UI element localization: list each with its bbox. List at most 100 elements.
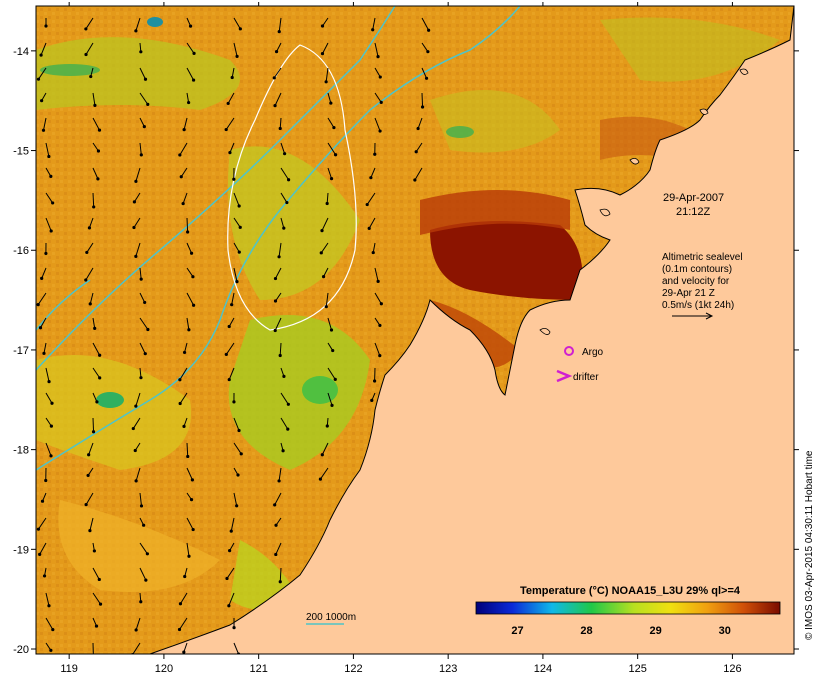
velocity-arrow <box>228 367 235 380</box>
velocity-arrow-head <box>416 126 420 131</box>
argo-marker: Argo <box>564 346 604 358</box>
velocity-arrow <box>38 67 47 80</box>
sst-layer <box>36 6 794 654</box>
velocity-arrow-head <box>426 50 430 54</box>
velocity-arrow-head <box>98 353 102 357</box>
argo-label: Argo <box>582 347 604 358</box>
velocity-arrow-head <box>93 326 97 330</box>
velocity-arrow-head <box>139 50 143 54</box>
velocity-arrow-head <box>413 178 417 182</box>
velocity-arrow <box>45 217 52 232</box>
velocity-arrow-head <box>273 104 277 108</box>
velocity-arrow-head <box>139 600 143 604</box>
velocity-arrow <box>88 217 94 229</box>
velocity-arrow-head <box>132 200 137 204</box>
velocity-arrow <box>179 392 188 404</box>
colorbar-tick-label: 29 <box>650 625 662 637</box>
velocity-arrow <box>92 342 101 356</box>
velocity-arrow-head <box>38 326 43 330</box>
colorbar-gradient <box>475 601 781 615</box>
velocity-arrow <box>45 617 54 630</box>
velocity-arrow <box>132 417 141 429</box>
drifter-label: drifter <box>573 372 599 383</box>
velocity-arrow <box>325 292 329 307</box>
velocity-arrow-head <box>134 179 138 183</box>
velocity-arrow <box>139 92 149 105</box>
altimetry-line4: 29-Apr 21 Z <box>662 288 715 299</box>
velocity-arrow-head <box>95 400 99 404</box>
colorbar-title: Temperature (°C) NOAA15_L3U 29% ql>=4 <box>520 585 741 597</box>
velocity-arrow-head <box>36 77 41 81</box>
velocity-arrow-head <box>232 177 236 181</box>
velocity-arrow-head <box>97 577 101 582</box>
velocity-arrow <box>135 617 141 631</box>
velocity-arrow-head <box>330 403 334 407</box>
velocity-arrow <box>229 142 235 153</box>
velocity-arrow <box>275 292 282 302</box>
lon-tick-label: 124 <box>534 663 552 675</box>
velocity-arrow <box>274 492 282 506</box>
velocity-arrow-head <box>144 578 148 582</box>
velocity-arrow <box>280 217 285 229</box>
velocity-arrow <box>89 292 94 305</box>
velocity-arrow-head <box>178 153 182 157</box>
velocity-arrow-head <box>187 554 191 558</box>
velocity-arrow-head <box>187 328 191 332</box>
velocity-arrow <box>186 292 195 306</box>
velocity-arrow-head <box>139 376 143 380</box>
velocity-arrow-head <box>44 24 48 28</box>
velocity-arrow <box>233 42 238 57</box>
velocity-arrow <box>186 92 190 103</box>
velocity-arrow <box>88 442 94 455</box>
velocity-arrow <box>184 342 188 353</box>
velocity-arrow-head <box>97 128 102 132</box>
velocity-arrow <box>45 142 50 157</box>
velocity-arrow-head <box>177 627 182 632</box>
velocity-arrow-head <box>274 552 278 557</box>
velocity-arrow <box>417 117 423 129</box>
velocity-arrow-head <box>49 424 53 428</box>
velocity-arrow-head <box>274 523 278 527</box>
velocity-arrow <box>45 167 52 177</box>
isobath-1000m <box>36 6 521 471</box>
velocity-arrow-head <box>329 328 334 332</box>
velocity-arrow-head <box>84 27 88 31</box>
velocity-arrow <box>135 17 141 31</box>
velocity-arrow-head <box>84 278 88 282</box>
velocity-arrow-head <box>85 250 89 255</box>
velocity-arrow <box>186 242 193 254</box>
velocity-arrow <box>45 417 52 427</box>
velocity-arrow <box>280 142 286 154</box>
velocity-arrow <box>321 442 329 455</box>
velocity-arrow <box>233 217 241 228</box>
velocity-arrow-head <box>320 453 324 457</box>
velocity-arrow <box>414 167 423 181</box>
lon-tick-label: 122 <box>344 663 362 675</box>
lat-tick-label: -19 <box>13 544 29 556</box>
velocity-arrow-head <box>318 477 323 481</box>
velocity-arrow <box>279 117 282 129</box>
velocity-arrow <box>275 267 282 279</box>
velocity-arrow <box>280 192 288 203</box>
velocity-arrow-head <box>146 102 150 106</box>
velocity-arrow-head <box>424 76 429 80</box>
velocity-arrow-head <box>237 428 241 433</box>
velocity-arrow <box>40 317 47 329</box>
velocity-arrow-head <box>378 75 382 79</box>
island <box>599 208 611 217</box>
velocity-arrow-head <box>189 498 194 502</box>
colorbar: Temperature (°C) NOAA15_L3U 29% ql>=4 27… <box>475 585 781 637</box>
velocity-arrow <box>41 267 47 279</box>
velocity-arrow <box>421 67 428 79</box>
velocity-arrow <box>179 617 188 630</box>
argo-circle-icon <box>564 346 574 356</box>
velocity-arrow-head <box>278 353 282 358</box>
velocity-arrow <box>374 292 382 305</box>
velocity-arrow <box>179 142 188 156</box>
velocity-arrow-head <box>371 250 375 255</box>
velocity-arrow <box>45 392 53 404</box>
velocity-arrow-head <box>227 377 231 382</box>
velocity-arrow-head <box>98 376 102 380</box>
velocity-arrow-head <box>237 204 241 208</box>
velocity-arrow <box>183 117 188 130</box>
